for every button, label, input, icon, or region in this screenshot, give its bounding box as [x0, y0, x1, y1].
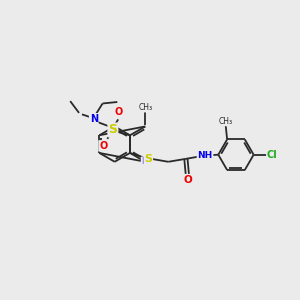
Text: N: N — [90, 114, 98, 124]
Text: Cl: Cl — [267, 150, 278, 160]
Text: CH₃: CH₃ — [138, 103, 152, 112]
Text: CH₃: CH₃ — [219, 117, 233, 126]
Text: S: S — [108, 124, 117, 136]
Text: O: O — [183, 175, 192, 185]
Text: O: O — [114, 107, 122, 117]
Text: NH: NH — [197, 151, 213, 160]
Text: N: N — [142, 157, 149, 166]
Text: O: O — [99, 141, 107, 151]
Text: S: S — [144, 154, 152, 164]
